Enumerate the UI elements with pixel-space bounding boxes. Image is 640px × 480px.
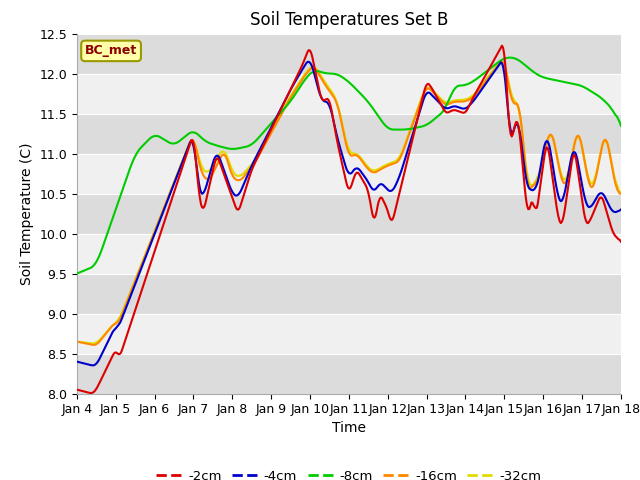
Bar — [77, 114, 621, 154]
Y-axis label: Soil Temperature (C): Soil Temperature (C) — [20, 143, 34, 285]
Bar — [77, 354, 621, 394]
Bar — [77, 193, 621, 234]
Bar — [77, 274, 621, 313]
Bar — [77, 154, 621, 193]
Bar — [77, 73, 621, 114]
Text: BC_met: BC_met — [85, 44, 137, 58]
Bar — [77, 34, 621, 73]
X-axis label: Time: Time — [332, 421, 366, 435]
Legend: -2cm, -4cm, -8cm, -16cm, -32cm: -2cm, -4cm, -8cm, -16cm, -32cm — [151, 464, 547, 480]
Title: Soil Temperatures Set B: Soil Temperatures Set B — [250, 11, 448, 29]
Bar — [77, 313, 621, 354]
Bar — [77, 234, 621, 274]
